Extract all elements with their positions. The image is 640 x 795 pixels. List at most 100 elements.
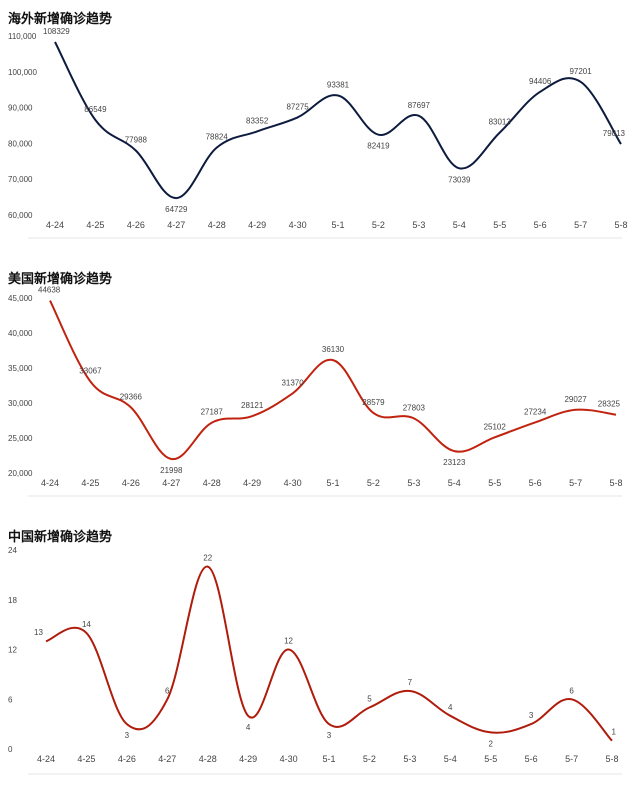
data-label: 64729 [165,205,188,214]
y-tick-label: 90,000 [8,104,33,113]
data-label: 77988 [125,136,148,145]
x-tick-label: 5-2 [367,478,380,488]
y-tick-label: 25,000 [8,434,33,443]
x-tick-label: 5-4 [444,754,457,764]
data-label: 5 [367,695,372,704]
x-tick-label: 5-6 [525,754,538,764]
x-tick-label: 5-3 [407,478,420,488]
chart-title: 中国新增确诊趋势 [8,530,113,545]
x-tick-label: 4-30 [289,220,307,230]
data-label: 93381 [327,80,350,89]
data-label: 87275 [286,102,309,111]
y-tick-label: 45,000 [8,294,33,303]
x-tick-label: 4-28 [208,220,226,230]
y-tick-label: 35,000 [8,364,33,373]
data-label: 82419 [367,142,390,151]
y-tick-label: 0 [8,745,13,754]
data-label: 12 [284,637,293,646]
x-tick-label: 4-27 [167,220,185,230]
x-tick-label: 5-8 [605,754,618,764]
x-tick-label: 5-3 [412,220,425,230]
series-line [54,41,622,200]
data-label: 23123 [443,458,466,467]
x-tick-label: 5-5 [493,220,506,230]
data-label: 29366 [120,392,143,401]
overseas-chart-panel: 海外新增确诊趋势 60,000 70,000 80,000 90,000 100,000… [0,0,640,240]
x-tick-label: 5-1 [322,754,335,764]
data-label: 6 [569,686,574,695]
x-tick-label: 4-24 [37,754,55,764]
data-label: 29027 [564,395,587,404]
data-label: 97201 [569,67,592,76]
data-label: 28121 [241,401,264,410]
x-tick-label: 4-29 [239,754,257,764]
x-tick-label: 5-7 [574,220,587,230]
y-tick-label: 20,000 [8,469,33,478]
x-tick-label: 4-29 [248,220,266,230]
data-label: 94406 [529,77,552,86]
y-tick-label: 110,000 [8,32,37,41]
data-label: 86549 [84,105,107,114]
china-chart-panel: 中国新增确诊趋势 0 6 12 18 24 4-24 4-25 4-26 4-27 4-28 4-2… [0,520,640,795]
x-tick-label: 5-4 [453,220,466,230]
series-line [49,300,617,461]
data-label: 4 [246,723,251,732]
x-tick-label: 4-28 [199,754,217,764]
x-tick-label: 5-6 [529,478,542,488]
data-label: 33067 [79,367,102,376]
data-label: 25102 [484,422,507,431]
data-label: 6 [165,686,170,695]
x-tick-label: 4-30 [280,754,298,764]
data-label: 31370 [281,378,304,387]
data-label: 108329 [43,27,70,36]
y-tick-label: 18 [8,596,17,605]
x-tick-label: 5-8 [609,478,622,488]
data-label: 87697 [408,101,431,110]
data-label: 21998 [160,466,183,475]
y-tick-label: 80,000 [8,139,33,148]
data-label: 28579 [362,398,385,407]
x-tick-label: 4-27 [162,478,180,488]
x-tick-label: 5-1 [326,478,339,488]
x-tick-label: 5-7 [565,754,578,764]
x-tick-label: 5-7 [569,478,582,488]
y-tick-label: 60,000 [8,211,33,220]
x-tick-label: 5-5 [484,754,497,764]
y-tick-label: 100,000 [8,68,37,77]
data-label: 22 [203,554,212,563]
y-tick-label: 12 [8,646,17,655]
x-tick-label: 4-24 [41,478,59,488]
data-label: 2 [488,739,493,748]
data-label: 28325 [598,400,621,409]
data-label: 1 [612,728,617,737]
x-tick-label: 5-6 [534,220,547,230]
data-label: 36130 [322,345,345,354]
data-label: 27187 [201,408,224,417]
y-tick-label: 24 [8,546,17,555]
series-line [45,565,613,742]
x-tick-label: 5-3 [403,754,416,764]
x-tick-label: 5-8 [614,220,627,230]
data-label: 44638 [38,286,61,295]
data-label: 3 [327,731,332,740]
us-chart-panel: 美国新增确诊趋势 20,000 25,000 30,000 35,000 40,000 4… [0,262,640,502]
x-tick-label: 4-25 [77,754,95,764]
x-tick-label: 5-2 [363,754,376,764]
overseas-line-chart: 60,000 70,000 80,000 90,000 100,000 110,000 4-… [8,27,628,239]
data-label: 3 [529,711,534,720]
us-line-chart: 20,000 25,000 30,000 35,000 40,000 45,000 4-24… [8,286,623,497]
x-tick-label: 4-30 [284,478,302,488]
data-label: 14 [82,620,91,629]
data-label: 13 [34,628,43,637]
chart-title: 海外新增确诊趋势 [8,12,113,27]
y-tick-label: 70,000 [8,175,33,184]
data-label: 78824 [206,133,229,142]
x-tick-label: 4-27 [158,754,176,764]
chart-title: 美国新增确诊趋势 [8,272,113,287]
x-tick-label: 5-2 [372,220,385,230]
y-tick-label: 40,000 [8,329,33,338]
data-label: 83352 [246,116,269,125]
x-tick-label: 4-25 [81,478,99,488]
x-tick-label: 4-26 [122,478,140,488]
